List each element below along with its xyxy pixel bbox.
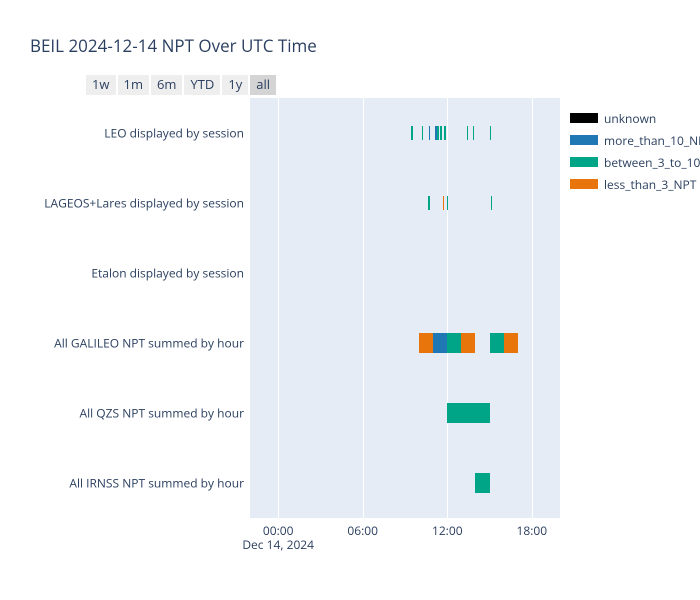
data-bar[interactable] [422,126,423,140]
y-category-label: LAGEOS+Lares displayed by session [44,195,250,212]
data-bar[interactable] [473,126,474,140]
legend-label: between_3_to_10_NPT [604,154,700,171]
x-tick-label: 06:00 [347,518,378,539]
legend: unknown more_than_10_NPT between_3_to_10_N… [570,108,700,196]
x-gridline [278,98,279,518]
y-category-label: All IRNSS NPT summed by hour [69,475,250,492]
data-bar[interactable] [447,333,461,353]
chart-title: BEIL 2024-12-14 NPT Over UTC Time [30,34,317,57]
data-bar[interactable] [504,333,518,353]
legend-swatch [570,113,598,123]
legend-swatch [570,157,598,167]
plot-background [250,98,560,518]
legend-item[interactable]: unknown [570,108,700,128]
data-bar[interactable] [447,196,448,210]
legend-item[interactable]: less_than_3_NPT [570,174,700,194]
range-selector: 1w1m6mYTD1yall [86,72,278,95]
data-bar[interactable] [490,126,491,140]
plot-area: 00:0006:0012:0018:00Dec 14, 2024LEO disp… [250,98,560,518]
data-bar[interactable] [437,126,438,140]
y-category-label: All QZS NPT summed by hour [80,405,250,422]
data-bar[interactable] [491,196,492,210]
legend-label: more_than_10_NPT [604,132,700,149]
y-category-label: Etalon displayed by session [91,265,250,282]
x-gridline [532,98,533,518]
y-category-label: All GALILEO NPT summed by hour [54,335,250,352]
data-bar[interactable] [444,126,445,140]
range-button-all[interactable]: all [250,75,276,95]
data-bar[interactable] [419,333,433,353]
data-bar[interactable] [428,196,430,210]
range-button-1m[interactable]: 1m [118,75,149,95]
data-bar[interactable] [429,126,430,140]
data-bar[interactable] [461,333,475,353]
data-bar[interactable] [467,126,468,140]
data-bar[interactable] [475,473,489,493]
legend-item[interactable]: more_than_10_NPT [570,130,700,150]
x-gridline [363,98,364,518]
data-bar[interactable] [490,333,504,353]
legend-swatch [570,135,598,145]
legend-item[interactable]: between_3_to_10_NPT [570,152,700,172]
legend-label: less_than_3_NPT [604,176,696,193]
legend-swatch [570,179,598,189]
legend-label: unknown [604,110,656,127]
data-bar[interactable] [440,126,441,140]
x-tick-label: 18:00 [517,518,548,539]
x-axis-subtitle: Dec 14, 2024 [242,518,314,553]
x-gridline [447,98,448,518]
x-tick-label: 12:00 [432,518,463,539]
y-category-label: LEO displayed by session [104,125,250,142]
range-button-ytd[interactable]: YTD [184,75,220,95]
range-button-1w[interactable]: 1w [86,75,116,95]
range-button-1y[interactable]: 1y [222,75,248,95]
data-bar[interactable] [447,403,489,423]
range-button-6m[interactable]: 6m [151,75,182,95]
data-bar[interactable] [433,333,447,353]
data-bar[interactable] [411,126,413,140]
data-bar[interactable] [435,126,437,140]
data-bar[interactable] [443,196,444,210]
